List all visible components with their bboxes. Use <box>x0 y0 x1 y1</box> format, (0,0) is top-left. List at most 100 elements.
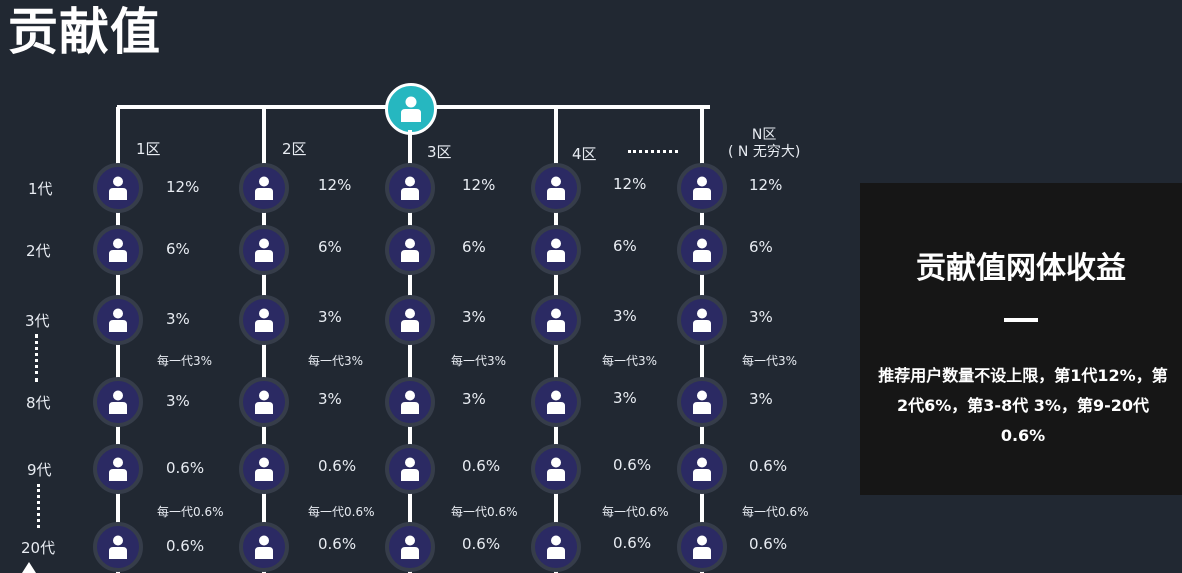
percentage-label: 3% <box>166 392 190 410</box>
user-icon <box>547 238 565 262</box>
user-icon <box>693 457 711 481</box>
user-icon <box>401 457 419 481</box>
percentage-label: 0.6% <box>613 534 652 552</box>
percentage-label: 0.6% <box>318 457 357 475</box>
member-node <box>385 522 435 572</box>
percentage-label: 12% <box>613 175 647 193</box>
user-icon <box>109 238 127 262</box>
user-icon <box>547 457 565 481</box>
percentage-label: 6% <box>462 238 486 256</box>
user-icon <box>255 238 273 262</box>
user-icon <box>547 390 565 414</box>
percentage-label: 3% <box>166 310 190 328</box>
user-icon <box>547 308 565 332</box>
user-icon <box>693 308 711 332</box>
page-title: 贡献值 <box>8 3 161 61</box>
percentage-label: 12% <box>166 178 200 196</box>
user-icon <box>109 535 127 559</box>
panel-divider <box>1004 318 1038 322</box>
member-node <box>677 163 727 213</box>
user-icon <box>255 176 273 200</box>
percentage-label: 0.6% <box>166 537 205 555</box>
more-zones-dots <box>628 150 678 153</box>
member-node <box>677 225 727 275</box>
gen-gap-dots-1 <box>35 334 38 382</box>
generation-label: 8代 <box>26 394 51 412</box>
per-generation-note: 每一代3% <box>451 354 507 368</box>
percentage-label: 3% <box>318 308 342 326</box>
member-node <box>677 522 727 572</box>
percentage-label: 3% <box>749 390 773 408</box>
user-icon <box>693 176 711 200</box>
member-node <box>531 163 581 213</box>
panel-text: 推荐用户数量不设上限，第1代12%，第2代6%，第3-8代 3%，第9-20代0… <box>878 366 1168 445</box>
per-generation-note: 每一代3% <box>602 354 658 368</box>
member-node <box>677 295 727 345</box>
user-icon <box>401 176 419 200</box>
percentage-label: 6% <box>166 240 190 258</box>
member-node <box>93 444 143 494</box>
member-node <box>239 225 289 275</box>
member-node <box>239 163 289 213</box>
percentage-label: 3% <box>462 390 486 408</box>
per-generation-note: 每一代0.6% <box>602 505 669 519</box>
user-icon <box>693 390 711 414</box>
column-line-3 <box>408 130 412 573</box>
member-node <box>531 225 581 275</box>
user-icon <box>255 390 273 414</box>
root-node <box>385 83 437 135</box>
user-icon <box>109 390 127 414</box>
user-icon <box>547 176 565 200</box>
user-icon <box>255 535 273 559</box>
member-node <box>531 522 581 572</box>
percentage-label: 3% <box>613 389 637 407</box>
percentage-label: 3% <box>318 390 342 408</box>
member-node <box>385 163 435 213</box>
user-icon <box>109 176 127 200</box>
percentage-label: 6% <box>613 237 637 255</box>
percentage-label: 0.6% <box>318 535 357 553</box>
member-node <box>239 377 289 427</box>
generation-label: 20代 <box>21 539 56 557</box>
member-node <box>385 295 435 345</box>
user-icon <box>401 238 419 262</box>
user-icon <box>109 457 127 481</box>
percentage-label: 0.6% <box>749 457 788 475</box>
user-icon <box>693 238 711 262</box>
zone-label-3: 3区 <box>427 143 452 161</box>
member-node <box>93 163 143 213</box>
member-node <box>385 225 435 275</box>
member-node <box>239 444 289 494</box>
continue-arrow-icon <box>22 562 36 573</box>
member-node <box>93 522 143 572</box>
zone-n-name: N区 <box>751 127 777 143</box>
zone-n-caption: ( N 无穷大) <box>728 144 801 160</box>
member-node <box>93 295 143 345</box>
percentage-label: 3% <box>749 308 773 326</box>
member-node <box>531 377 581 427</box>
user-icon <box>401 96 421 122</box>
per-generation-note: 每一代0.6% <box>742 505 809 519</box>
zone-label-2: 2区 <box>282 140 307 158</box>
zone-label-4: 4区 <box>572 145 597 163</box>
summary-panel: 贡献值网体收益 推荐用户数量不设上限，第1代12%，第2代6%，第3-8代 3%… <box>860 183 1182 495</box>
percentage-label: 0.6% <box>749 535 788 553</box>
user-icon <box>693 535 711 559</box>
user-icon <box>401 308 419 332</box>
member-node <box>93 225 143 275</box>
percentage-label: 0.6% <box>462 535 501 553</box>
percentage-label: 6% <box>318 238 342 256</box>
per-generation-note: 每一代3% <box>308 354 364 368</box>
generation-label: 3代 <box>25 312 50 330</box>
user-icon <box>401 390 419 414</box>
user-icon <box>401 535 419 559</box>
user-icon <box>547 535 565 559</box>
percentage-label: 12% <box>318 176 352 194</box>
member-node <box>531 444 581 494</box>
per-generation-note: 每一代3% <box>742 354 798 368</box>
per-generation-note: 每一代0.6% <box>157 505 224 519</box>
generation-label: 2代 <box>26 242 51 260</box>
percentage-label: 12% <box>462 176 496 194</box>
member-node <box>239 522 289 572</box>
